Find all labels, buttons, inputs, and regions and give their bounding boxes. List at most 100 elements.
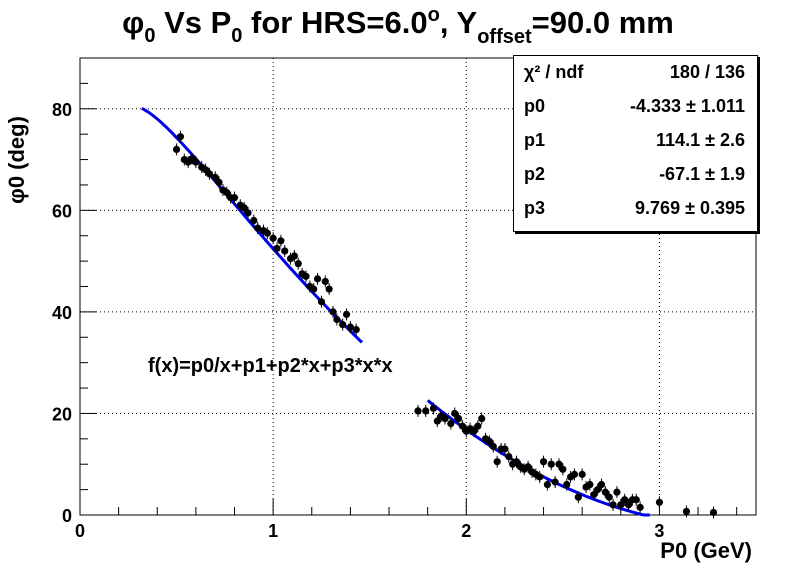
title-y-sub: offset (477, 26, 532, 48)
data-point (454, 414, 463, 423)
y-tick-label: 0 (62, 506, 72, 526)
data-point (489, 442, 497, 451)
data-point (414, 407, 422, 415)
data-point (447, 420, 455, 428)
stats-value: 9.769 ± 0.395 (635, 198, 745, 218)
data-point (551, 478, 559, 486)
data-point (574, 493, 582, 501)
data-point (281, 247, 289, 255)
data-point (586, 480, 594, 489)
data-point (624, 501, 633, 509)
data-point (172, 145, 181, 153)
data-points (172, 130, 718, 519)
data-point (597, 480, 606, 489)
data-point (346, 323, 354, 331)
fit-stats-box: χ² / ndf 180 / 136 p0 -4.333 ± 1.011 p1 … (513, 55, 758, 232)
data-point (617, 501, 625, 509)
stats-row-p0: p0 -4.333 ± 1.011 (514, 90, 757, 124)
data-point (570, 470, 579, 478)
svg-text:φ0 Vs P0 for HRS=6.0o, Yoffset: φ0 Vs P0 for HRS=6.0o, Yoffset=90.0 mm (122, 4, 674, 48)
data-point (339, 320, 347, 329)
y-tick-label: 60 (52, 201, 72, 221)
data-point (333, 315, 341, 324)
data-point (277, 237, 285, 245)
y-tick-label: 40 (52, 303, 72, 323)
stats-row-p2: p2 -67.1 ± 1.9 (514, 158, 757, 192)
title-part4: =90.0 mm (532, 5, 674, 40)
stats-label: p2 (524, 164, 546, 184)
fit-function-label: f(x)=p0/x+p1+p2*x+p3*x*x (148, 355, 393, 377)
data-point (682, 507, 691, 516)
data-point (563, 480, 571, 489)
data-point (578, 470, 586, 478)
chart-title: φ0 Vs P0 for HRS=6.0o, Yoffset=90.0 mm (122, 4, 674, 48)
title-deg: o (428, 4, 440, 26)
data-point (547, 460, 555, 468)
data-point (321, 277, 329, 286)
data-point (325, 285, 333, 293)
data-point (458, 422, 467, 430)
y-axis-ticks: 0 20 40 60 80 (52, 82, 96, 526)
stats-label: p0 (524, 96, 546, 116)
data-point (352, 326, 360, 334)
data-point (590, 491, 598, 499)
data-point (192, 158, 200, 166)
data-point (524, 463, 532, 471)
data-point (441, 414, 449, 423)
stats-row-chi2: χ² / ndf 180 / 136 (514, 56, 757, 90)
data-point (422, 407, 430, 415)
data-point (594, 486, 602, 494)
data-point (613, 488, 621, 496)
x-tick-label: 1 (268, 521, 278, 541)
data-point (176, 133, 185, 141)
data-point (342, 310, 351, 319)
data-point (433, 417, 441, 425)
data-point (601, 488, 609, 496)
data-point (429, 404, 438, 412)
data-point (290, 252, 298, 260)
stats-row-p3: p3 9.769 ± 0.395 (514, 192, 757, 226)
data-point (478, 414, 486, 423)
data-point (474, 422, 482, 430)
data-point (211, 173, 219, 181)
stats-label: χ² / ndf (524, 62, 584, 82)
title-part1: Vs P (155, 5, 231, 40)
data-point (555, 460, 563, 468)
data-point (609, 501, 617, 509)
stats-value: -4.333 ± 1.011 (630, 96, 745, 116)
data-point (317, 298, 326, 306)
data-point (501, 445, 509, 453)
data-point (205, 170, 214, 178)
y-tick-label: 20 (52, 404, 72, 424)
data-point (263, 229, 271, 237)
data-point (605, 493, 613, 501)
data-point (543, 480, 552, 489)
stats-label: p3 (524, 198, 546, 218)
y-tick-label: 80 (52, 100, 72, 120)
data-point (559, 465, 567, 473)
x-tick-label: 3 (654, 521, 664, 541)
title-p-sub: 0 (231, 25, 242, 47)
data-point (215, 178, 223, 187)
data-point (485, 437, 494, 445)
data-point (451, 409, 459, 418)
data-point (709, 508, 718, 517)
stats-row-p1: p1 114.1 ± 2.6 (514, 124, 757, 158)
data-point (250, 216, 258, 225)
title-phi: φ (122, 5, 144, 40)
data-point (244, 209, 252, 217)
data-point (632, 496, 640, 504)
data-point (273, 244, 281, 253)
data-point (294, 260, 302, 268)
x-tick-label: 2 (461, 521, 471, 541)
data-point (269, 234, 277, 242)
data-point (310, 285, 318, 293)
y-axis-label: φ0 (deg) (4, 116, 29, 204)
stats-value: -67.1 ± 1.9 (659, 164, 745, 184)
stats-label: p1 (524, 130, 546, 150)
data-point (655, 498, 664, 506)
data-point (254, 224, 262, 232)
data-point (621, 496, 629, 504)
data-point (223, 188, 231, 197)
title-part3: , Y (440, 5, 478, 40)
